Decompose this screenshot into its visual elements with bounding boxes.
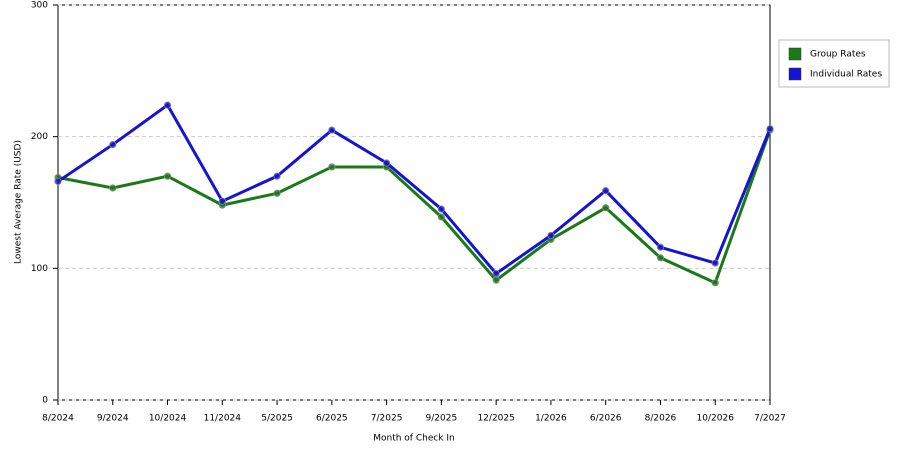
- x-tick-label: 1/2026: [535, 414, 567, 424]
- y-tick-label: 0: [42, 396, 48, 406]
- point: [492, 269, 500, 278]
- legend-swatch: [788, 47, 802, 61]
- series-line: [57, 102, 772, 276]
- point: [602, 204, 610, 212]
- point: [437, 213, 445, 221]
- point: [328, 163, 336, 171]
- point: [437, 205, 445, 213]
- x-tick-label: 9/2025: [426, 414, 458, 424]
- point: [656, 254, 665, 262]
- legend-label: Individual Rates: [810, 70, 882, 80]
- point: [163, 101, 172, 109]
- point: [273, 172, 281, 180]
- point: [163, 172, 172, 180]
- point: [109, 184, 117, 192]
- x-tick-label: 10/2026: [697, 414, 735, 424]
- point: [711, 279, 719, 287]
- x-tick-label: 8/2024: [42, 414, 74, 424]
- x-tick-label: 12/2025: [477, 414, 514, 424]
- point: [328, 126, 336, 134]
- point: [109, 140, 117, 149]
- y-tick-label: 300: [31, 1, 48, 11]
- point: [602, 187, 610, 195]
- point: [383, 159, 391, 167]
- point: [766, 125, 774, 133]
- point: [273, 189, 281, 197]
- legend-label: Group Rates: [810, 50, 866, 60]
- x-tick-label: 10/2024: [149, 414, 187, 424]
- point: [218, 197, 226, 205]
- x-tick-label: 5/2025: [261, 414, 293, 424]
- point: [492, 276, 500, 284]
- y-tick-label: 100: [31, 264, 48, 274]
- point: [711, 259, 719, 267]
- legend-swatch: [788, 67, 802, 81]
- x-tick-label: 7/2025: [371, 414, 403, 424]
- x-tick-label: 6/2026: [590, 414, 622, 424]
- x-tick-label: 8/2026: [645, 414, 677, 424]
- point: [656, 243, 665, 251]
- series-line: [57, 129, 772, 285]
- x-axis-label: Month of Check In: [373, 434, 455, 444]
- x-tick-label: 7/2027: [754, 414, 786, 424]
- point: [547, 231, 555, 240]
- point: [54, 177, 62, 186]
- x-tick-label: 6/2025: [316, 414, 348, 424]
- y-tick-label: 200: [31, 132, 48, 142]
- x-tick-label: 9/2024: [97, 414, 129, 424]
- x-tick-label: 11/2024: [204, 414, 242, 424]
- y-axis-label: Lowest Average Rate (USD): [14, 140, 24, 264]
- plot-frame: [57, 4, 771, 401]
